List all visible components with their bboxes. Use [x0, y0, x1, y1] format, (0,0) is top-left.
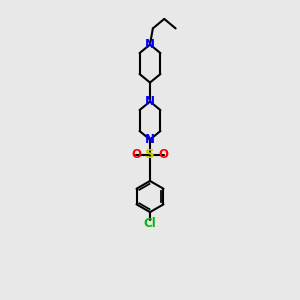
Text: O: O — [131, 148, 141, 161]
Text: N: N — [145, 38, 155, 51]
Text: Cl: Cl — [144, 217, 156, 230]
Text: O: O — [159, 148, 169, 161]
Text: S: S — [145, 148, 155, 161]
Text: N: N — [145, 95, 155, 108]
Text: N: N — [145, 133, 155, 146]
